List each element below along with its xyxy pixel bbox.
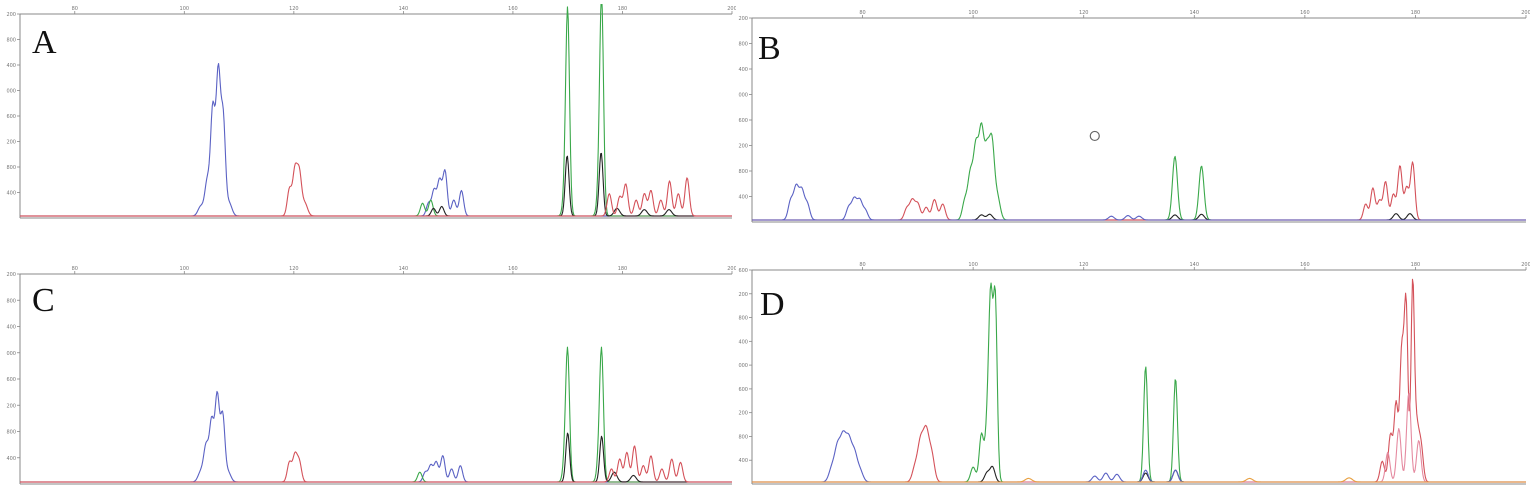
x-tick-label-c-5: 180 <box>618 266 628 272</box>
y-tick-label-a-1: 800 <box>6 165 16 171</box>
panel-b: 80 100 120 140 160 180 200 400 800 1200 1600 2000 24… <box>738 4 1530 232</box>
trace-b-green-2 <box>752 122 1526 221</box>
trace-a-blue-2 <box>20 169 732 217</box>
x-tick-label-a-2: 120 <box>289 6 299 12</box>
y-tick-label-a-7: 3200 <box>6 12 16 18</box>
panel-c: 80 100 120 140 160 180 200 400 800 1200 1600 2000 24… <box>6 262 736 490</box>
panel-label-c: C <box>32 282 55 319</box>
trace-b-blue-5 <box>752 214 1526 221</box>
y-tick-label-c-1: 800 <box>6 430 16 436</box>
x-tick-label-d-5: 180 <box>1411 262 1421 268</box>
electropherogram-b: 80 100 120 140 160 180 200 400 800 1200 1600 2000 24… <box>738 10 1530 223</box>
trace-a-red-5 <box>20 177 732 217</box>
electropherogram-a: 80 100 120 140 160 180 200 400 800 1200 1600 2000 24… <box>6 4 736 219</box>
x-tick-label-c-1: 100 <box>180 266 190 272</box>
x-tick-label-b-4: 160 <box>1300 10 1310 16</box>
y-tick-label-d-5: 2400 <box>738 339 748 345</box>
trace-d-black-3 <box>752 465 1526 483</box>
x-tick-label-d-2: 120 <box>1079 262 1089 268</box>
trace-c-blue-0 <box>20 390 732 483</box>
x-tick-label-d-1: 100 <box>968 262 978 268</box>
x-tick-label-c-2: 120 <box>289 266 299 272</box>
y-tick-label-a-0: 400 <box>6 191 16 197</box>
x-tick-label-c-0: 80 <box>72 266 78 272</box>
y-tick-label-d-4: 2000 <box>738 363 748 369</box>
electropherogram-d: 80 100 120 140 160 180 200 400 800 1200 1600 2000 24… <box>738 262 1530 485</box>
x-tick-label-b-6: 200 <box>1521 10 1530 16</box>
panel-label-b: B <box>758 30 781 67</box>
trace-d-orange-7 <box>752 477 1526 483</box>
y-tick-label-a-6: 2800 <box>6 38 16 44</box>
trace-b-red-4 <box>752 161 1526 221</box>
panel-a: 80 100 120 140 160 180 200 400 800 1200 1600 2000 24… <box>6 4 736 226</box>
y-tick-label-d-8: 3600 <box>738 268 748 274</box>
y-tick-label-b-0: 400 <box>738 195 748 201</box>
x-tick-label-c-6: 200 <box>727 266 736 272</box>
y-tick-label-c-2: 1200 <box>6 403 16 409</box>
y-tick-label-d-3: 1600 <box>738 387 748 393</box>
trace-a-blue-0 <box>20 63 732 217</box>
x-tick-label-d-4: 160 <box>1300 262 1310 268</box>
x-tick-label-c-4: 160 <box>508 266 518 272</box>
trace-d-blue-4 <box>752 469 1526 483</box>
y-tick-label-d-1: 800 <box>738 434 748 440</box>
x-tick-label-a-1: 100 <box>180 6 190 12</box>
trace-d-pink-6 <box>752 392 1526 483</box>
y-tick-label-a-3: 1600 <box>6 114 16 120</box>
trace-d-red-1 <box>752 424 1526 483</box>
y-tick-label-b-6: 2800 <box>738 42 748 48</box>
trace-d-blue-0 <box>752 430 1526 483</box>
x-tick-label-b-3: 140 <box>1190 10 1200 16</box>
y-tick-label-b-3: 1600 <box>738 118 748 124</box>
y-tick-label-c-4: 2000 <box>6 351 16 357</box>
y-tick-label-a-2: 1200 <box>6 140 16 146</box>
trace-a-red-1 <box>20 162 732 217</box>
x-tick-label-c-3: 140 <box>399 266 409 272</box>
panel-label-d: D <box>760 286 785 323</box>
x-tick-label-a-5: 180 <box>618 6 628 12</box>
x-tick-label-a-6: 200 <box>727 6 736 12</box>
electropherogram-c: 80 100 120 140 160 180 200 400 800 1200 1600 2000 24… <box>6 266 736 485</box>
panel-label-a: A <box>32 24 57 61</box>
y-tick-label-d-6: 2800 <box>738 316 748 322</box>
trace-b-blue-0 <box>752 183 1526 221</box>
x-tick-label-a-4: 160 <box>508 6 518 12</box>
trace-b-red-1 <box>752 198 1526 221</box>
x-tick-label-d-6: 200 <box>1521 262 1530 268</box>
x-tick-label-a-0: 80 <box>72 6 78 12</box>
y-tick-label-a-4: 2000 <box>6 89 16 95</box>
y-tick-label-c-3: 1600 <box>6 377 16 383</box>
x-tick-label-b-0: 80 <box>859 10 865 16</box>
trace-c-red-5 <box>20 445 732 483</box>
y-tick-label-b-5: 2400 <box>738 67 748 73</box>
x-tick-label-b-1: 100 <box>968 10 978 16</box>
y-tick-label-c-6: 2800 <box>6 298 16 304</box>
y-tick-label-c-0: 400 <box>6 456 16 462</box>
panel-d: 80 100 120 140 160 180 200 400 800 1200 1600 2000 24… <box>738 262 1530 494</box>
y-tick-label-b-2: 1200 <box>738 144 748 150</box>
y-tick-label-d-2: 1200 <box>738 411 748 417</box>
y-tick-label-b-7: 3200 <box>738 16 748 22</box>
x-tick-label-d-3: 140 <box>1190 262 1200 268</box>
y-tick-label-d-0: 400 <box>738 458 748 464</box>
trace-d-red-5 <box>752 278 1526 483</box>
x-tick-label-a-3: 140 <box>399 6 409 12</box>
y-tick-label-d-7: 3200 <box>738 292 748 298</box>
y-tick-label-b-4: 2000 <box>738 93 748 99</box>
x-tick-label-d-0: 80 <box>859 262 865 268</box>
y-tick-label-b-1: 800 <box>738 169 748 175</box>
trace-d-green-2 <box>752 282 1526 483</box>
x-tick-label-b-5: 180 <box>1411 10 1421 16</box>
circle-marker-b <box>1089 130 1100 142</box>
y-tick-label-c-5: 2400 <box>6 325 16 331</box>
y-tick-label-a-5: 2400 <box>6 63 16 69</box>
x-tick-label-b-2: 120 <box>1079 10 1089 16</box>
y-tick-label-c-7: 3200 <box>6 272 16 278</box>
